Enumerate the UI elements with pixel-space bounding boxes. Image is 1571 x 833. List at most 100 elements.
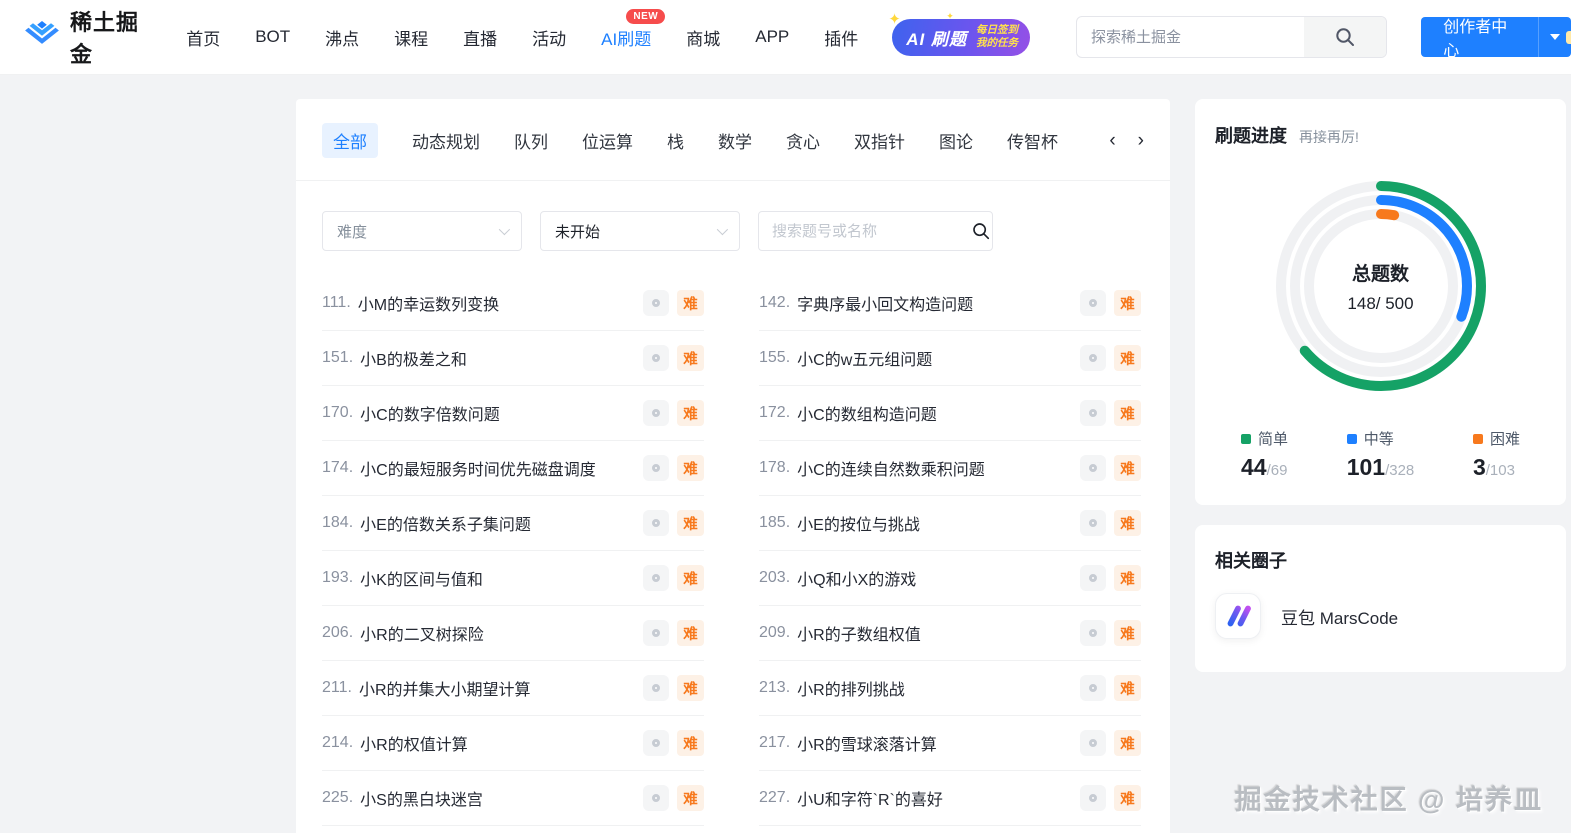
problem-row[interactable]: 184. 小E的倍数关系子集问题 难 [322, 496, 704, 551]
legend-color-square [1472, 433, 1483, 444]
legend-total: /328 [1385, 462, 1415, 479]
problem-number: 206. [322, 624, 354, 641]
nav-item-label: 插件 [824, 29, 859, 49]
nav-item[interactable]: 活动 [532, 25, 566, 50]
tab[interactable]: 栈 [667, 133, 684, 152]
legend-name: 困难 [1489, 431, 1520, 448]
problem-row[interactable]: 213. 小R的排列挑战 难 [759, 661, 1141, 716]
creator-center-button[interactable]: 创作者中心 [1421, 17, 1571, 60]
tab[interactable]: 全部 [322, 123, 378, 158]
related-circles-card: 相关圈子 豆包 MarsCode [1195, 525, 1566, 672]
tab[interactable]: 传智杯 [1007, 133, 1058, 152]
top-navbar: 稀土掘金 首页 BOT 沸点 课程 直播 活动 AI刷题 NEW 商城 APP 插件 ✦ ✦ AI … [0, 0, 1571, 75]
tabs-next-button[interactable]: › [1137, 130, 1144, 151]
problem-title: 字典序最小回文构造问题 [797, 297, 974, 314]
creator-center-dropdown[interactable] [1538, 17, 1571, 57]
tabs-prev-button[interactable]: ‹ [1109, 130, 1116, 151]
nav-item[interactable]: 沸点 [325, 25, 359, 50]
juejin-logo[interactable]: 稀土掘金 [24, 5, 158, 69]
status-not-started-icon [1080, 565, 1106, 591]
problem-row[interactable]: 203. 小Q和小X的游戏 难 [759, 551, 1141, 606]
problem-row[interactable]: 178. 小C的连续自然数乘积问题 难 [759, 441, 1141, 496]
legend-item: 简单 44/69 [1241, 428, 1288, 481]
tab[interactable]: 图论 [939, 133, 973, 152]
problem-title: 小R的排列挑战 [797, 682, 905, 699]
status-not-started-icon [643, 730, 669, 756]
legend-value: 3 [1472, 454, 1486, 480]
nav-item[interactable]: APP [755, 27, 789, 47]
problem-title: 小K的区间与值和 [360, 572, 483, 589]
legend-color-square [1346, 433, 1357, 444]
status-select[interactable]: 未开始 [540, 211, 740, 251]
problem-row[interactable]: 227. 小U和字符`R`的喜好 难 [759, 771, 1141, 826]
problem-title: 小R的二叉树探险 [360, 627, 484, 644]
nav-item[interactable]: 插件 [824, 25, 858, 50]
nav-item[interactable]: 课程 [394, 25, 428, 50]
legend-name: 中等 [1363, 431, 1394, 448]
nav-item[interactable]: 首页 [186, 25, 220, 50]
difficulty-badge: 难 [677, 730, 704, 756]
brand-name: 稀土掘金 [70, 10, 140, 67]
problem-row[interactable]: 217. 小R的雪球滚落计算 难 [759, 716, 1141, 771]
ai-practice-promo-banner[interactable]: ✦ ✦ AI 刷题 每日签到 我的任务 [888, 11, 1030, 56]
problem-title: 小Q和小X的游戏 [797, 572, 917, 589]
chevron-down-icon [1550, 34, 1561, 40]
difficulty-badge: 难 [677, 455, 704, 481]
nav-item-label: APP [755, 27, 790, 46]
tab[interactable]: 贪心 [786, 133, 820, 152]
problem-row[interactable]: 142. 字典序最小回文构造问题 难 [759, 276, 1141, 331]
global-search-input[interactable] [1077, 28, 1304, 46]
difficulty-badge: 难 [1114, 620, 1141, 646]
nav-item[interactable]: AI刷题 NEW [601, 8, 666, 50]
search-button[interactable] [1304, 17, 1387, 57]
total-label: 总题数 [1351, 263, 1409, 285]
problem-row[interactable]: 172. 小C的数组构造问题 难 [759, 386, 1141, 441]
legend-item: 困难 3/103 [1472, 428, 1520, 481]
promo-subtitle: 每日签到 我的任务 [976, 23, 1018, 49]
problem-number: 211. [322, 679, 352, 696]
status-not-started-icon [1080, 785, 1106, 811]
problem-list: 111. 小M的幸运数列变换难 151. 小B的极差之和难 170. 小C的数字倍数问题难… [296, 251, 1170, 826]
problem-row[interactable]: 170. 小C的数字倍数问题 难 [322, 386, 704, 441]
status-not-started-icon [1080, 510, 1106, 536]
problem-row[interactable]: 225. 小S的黑白块迷宫 难 [322, 771, 704, 826]
tab[interactable]: 位运算 [582, 133, 633, 152]
problem-row[interactable]: 206. 小R的二叉树探险 难 [322, 606, 704, 661]
filters-row: 难度 未开始 [296, 181, 1170, 251]
problem-row[interactable]: 209. 小R的子数组权值 难 [759, 606, 1141, 661]
total-value: 148/ 500 [1347, 293, 1414, 313]
tab[interactable]: 双指针 [854, 133, 905, 152]
tab[interactable]: 动态规划 [412, 133, 480, 152]
difficulty-badge: 难 [1114, 400, 1141, 426]
problem-search-input[interactable] [772, 222, 971, 240]
nav-item-label: BOT [255, 27, 291, 46]
tab[interactable]: 队列 [514, 133, 548, 152]
problem-row[interactable]: 174. 小C的最短服务时间优先磁盘调度 难 [322, 441, 704, 496]
problem-title: 小U和字符`R`的喜好 [797, 792, 943, 809]
search-icon[interactable] [971, 221, 991, 241]
status-not-started-icon [643, 675, 669, 701]
status-not-started-icon [1080, 455, 1106, 481]
difficulty-select[interactable]: 难度 [322, 211, 522, 251]
problem-row[interactable]: 185. 小E的按位与挑战 难 [759, 496, 1141, 551]
problem-number: 151. [322, 349, 354, 366]
nav-item[interactable]: BOT [255, 27, 290, 47]
nav-item[interactable]: 直播 [463, 25, 497, 50]
problem-search [758, 211, 993, 251]
circle-item-marscode[interactable]: 豆包 MarsCode [1215, 593, 1546, 639]
nav-item[interactable]: 商城 [686, 25, 720, 50]
problem-row[interactable]: 193. 小K的区间与值和 难 [322, 551, 704, 606]
tab[interactable]: 数学 [718, 133, 752, 152]
status-not-started-icon [1080, 290, 1106, 316]
problem-number: 185. [759, 514, 791, 531]
problem-row[interactable]: 214. 小R的权值计算 难 [322, 716, 704, 771]
problem-number: 142. [759, 294, 791, 311]
practice-progress-card: 刷题进度 再接再厉! 总题数 148/ 500 简单 44/69 中等 101/328… [1195, 99, 1566, 505]
problem-row[interactable]: 155. 小C的w五元组问题 难 [759, 331, 1141, 386]
header-nav: 首页 BOT 沸点 课程 直播 活动 AI刷题 NEW 商城 APP 插件 [186, 8, 858, 50]
problem-row[interactable]: 211. 小R的并集大小期望计算 难 [322, 661, 704, 716]
problem-row[interactable]: 151. 小B的极差之和 难 [322, 331, 704, 386]
problem-row[interactable]: 111. 小M的幸运数列变换 难 [322, 276, 704, 331]
clipped-edge-element [1566, 31, 1571, 44]
problem-number: 174. [322, 459, 354, 476]
